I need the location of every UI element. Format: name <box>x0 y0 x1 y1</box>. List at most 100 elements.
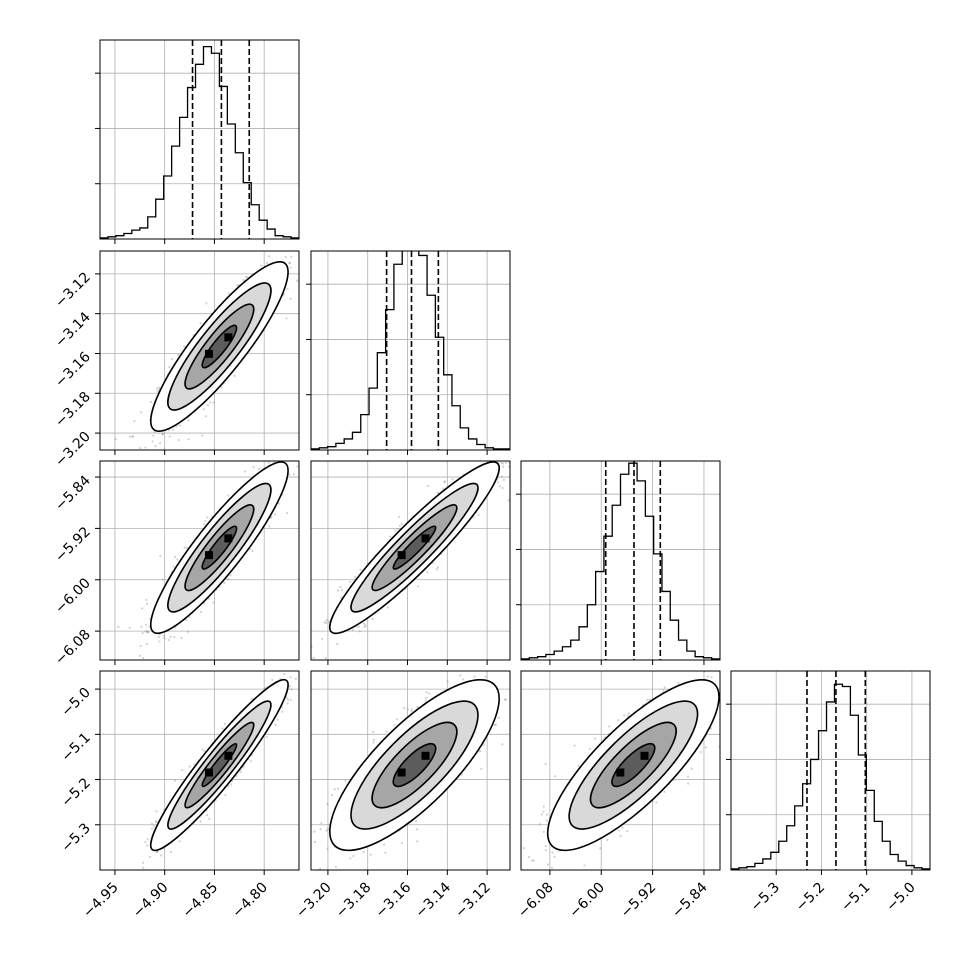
scatter-point <box>188 765 191 768</box>
scatter-point <box>281 710 284 713</box>
scatter-point <box>359 568 362 571</box>
scatter-point <box>229 574 232 577</box>
histogram-step <box>100 45 299 239</box>
scatter-point <box>279 244 281 246</box>
scatter-point <box>173 635 176 639</box>
scatter-point <box>288 473 291 476</box>
scatter-point <box>398 524 401 528</box>
scatter-point <box>151 440 154 443</box>
scatter-point <box>169 851 173 854</box>
scatter-point <box>142 656 145 660</box>
density-peak <box>224 333 233 342</box>
scatter-point <box>156 387 159 390</box>
scatter-point <box>114 438 117 441</box>
scatter-point <box>285 696 288 699</box>
scatter-point <box>307 454 309 456</box>
scatter-point <box>223 582 226 585</box>
scatter-point <box>227 578 230 581</box>
scatter-panel-0-2: −6.08−6.00−5.92−5.84 <box>52 447 309 668</box>
scatter-point <box>320 822 323 825</box>
scatter-point <box>168 435 171 438</box>
scatter-point <box>289 450 291 452</box>
scatter-point <box>206 403 209 407</box>
scatter-point <box>145 623 148 626</box>
scatter-point <box>436 566 440 569</box>
scatter-point <box>363 622 366 625</box>
scatter-point <box>290 663 292 665</box>
scatter-point <box>162 634 165 637</box>
scatter-point <box>303 831 305 833</box>
scatter-point <box>239 771 242 774</box>
scatter-point <box>500 436 502 438</box>
scatter-point <box>155 810 158 813</box>
x-tick-label: −4.90 <box>130 880 172 922</box>
scatter-point <box>363 625 366 628</box>
histogram-step <box>521 462 720 660</box>
scatter-point <box>212 601 215 604</box>
scatter-point <box>266 262 269 265</box>
scatter-point <box>176 558 179 561</box>
scatter-point <box>227 494 230 497</box>
scatter-point <box>242 278 245 282</box>
scatter-point <box>212 401 215 404</box>
scatter-point <box>482 661 484 663</box>
density-peak <box>224 751 233 760</box>
panel-frame <box>99 39 300 240</box>
y-tick-label: −6.00 <box>52 575 94 617</box>
hist-panel-2 <box>516 460 721 665</box>
panel-frame <box>310 460 511 661</box>
scatter-point <box>145 602 149 605</box>
scatter-point <box>224 794 227 797</box>
scatter-point <box>183 546 186 549</box>
scatter-point <box>372 730 375 733</box>
scatter-point <box>498 485 501 488</box>
contour-line <box>149 678 289 852</box>
scatter-point <box>290 688 293 691</box>
scatter-point <box>394 529 397 532</box>
scatter-point <box>205 302 208 305</box>
scatter-point <box>336 871 338 873</box>
scatter-point <box>173 779 177 782</box>
scatter-point <box>274 723 277 727</box>
scatter-point <box>106 464 108 466</box>
scatter-point <box>496 481 499 484</box>
scatter-point <box>138 654 142 657</box>
scatter-point <box>203 750 206 753</box>
scatter-point <box>208 817 211 820</box>
scatter-point <box>278 447 280 449</box>
panel-frame <box>520 460 721 661</box>
scatter-point <box>223 722 226 726</box>
scatter-point <box>387 606 390 609</box>
scatter-point <box>180 636 183 639</box>
scatter-point <box>152 434 155 437</box>
scatter-point <box>523 435 525 437</box>
scatter-point <box>276 718 279 721</box>
scatter-point <box>312 656 315 660</box>
scatter-point <box>295 668 297 670</box>
scatter-point <box>281 458 283 460</box>
scatter-point <box>145 643 148 646</box>
scatter-point <box>514 463 516 465</box>
scatter-point <box>308 658 310 660</box>
scatter-point <box>170 357 173 361</box>
scatter-point <box>325 829 328 832</box>
y-tick-label: −3.18 <box>52 389 94 431</box>
scatter-point <box>286 702 289 705</box>
scatter-point <box>426 571 429 574</box>
scatter-point <box>201 748 204 751</box>
scatter-point <box>187 419 190 422</box>
scatter-point <box>353 575 356 579</box>
panel-frame <box>99 250 300 451</box>
contour-line <box>167 282 272 411</box>
scatter-point <box>504 461 507 464</box>
scatter-point <box>274 513 277 516</box>
scatter-point <box>236 284 239 287</box>
contour-line <box>371 504 458 592</box>
scatter-point <box>410 708 413 711</box>
scatter-point <box>325 619 329 622</box>
density-peak <box>204 551 213 560</box>
y-tick-label: −5.84 <box>52 473 94 515</box>
scatter-point <box>131 435 135 438</box>
scatter-point <box>265 736 268 739</box>
